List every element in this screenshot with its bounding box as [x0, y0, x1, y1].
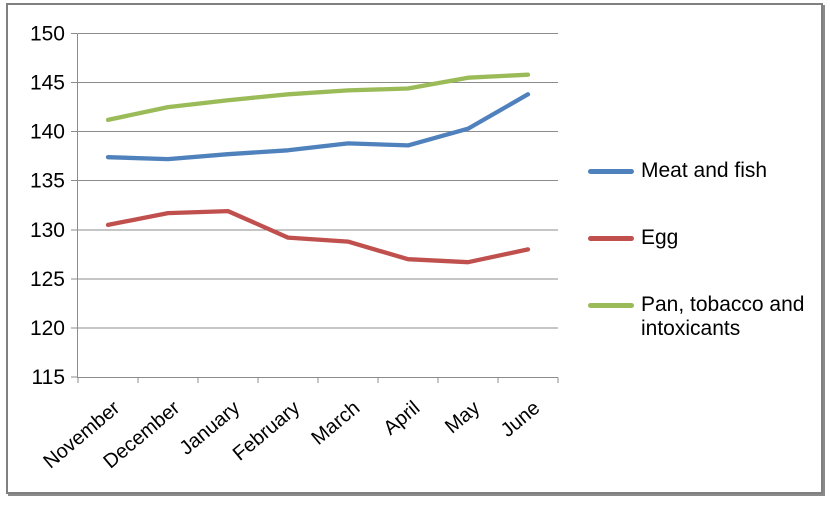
legend-label-egg: Egg: [641, 226, 679, 249]
x-tick-label-april: April: [379, 397, 424, 440]
series-line-meat-and-fish: [105, 92, 531, 162]
x-tick-label-may: May: [441, 397, 484, 438]
legend-item-egg: Egg: [588, 226, 678, 250]
legend-label-meat-and-fish: Meat and fish: [641, 159, 768, 182]
legend-item-pan-tobacco-and-intoxicants: Pan, tobacco and intoxicants: [588, 293, 804, 341]
gridlines: [78, 33, 558, 329]
y-tick-label-145: 145: [30, 72, 65, 95]
legend-swatch-meat-and-fish-icon: [588, 169, 634, 174]
legend-swatch-egg-icon: [588, 236, 634, 241]
x-axis: [77, 377, 559, 383]
legend-label-pan-tobacco-and-intoxicants: Pan, tobacco and intoxicants: [641, 293, 804, 341]
chart-frame: [6, 3, 823, 494]
legend-label-line-2: intoxicants: [641, 317, 741, 340]
y-tick-label-120: 120: [30, 317, 65, 340]
legend-item-meat-and-fish: Meat and fish: [588, 159, 767, 183]
y-tick-label-115: 115: [32, 366, 65, 389]
y-tick-labels: 115 120 125 130 135 140 145 150: [30, 23, 65, 390]
legend-label-line-1: Pan, tobacco and: [641, 293, 805, 316]
y-tick-label-130: 130: [30, 219, 65, 242]
y-tick-label-140: 140: [30, 121, 65, 144]
series-line-egg: [105, 208, 531, 265]
y-axis: [71, 33, 78, 378]
y-tick-label-125: 125: [30, 268, 65, 291]
x-tick-label-march: March: [307, 397, 364, 450]
legend-swatch-pan-tobacco-and-intoxicants-icon: [588, 303, 634, 308]
x-tick-label-june: June: [497, 397, 544, 442]
y-tick-label-150: 150: [30, 23, 65, 46]
series-line-pan-tobacco-and-intoxicants: [105, 72, 531, 123]
x-tick-label-february: February: [229, 397, 304, 465]
y-tick-label-135: 135: [30, 170, 65, 193]
